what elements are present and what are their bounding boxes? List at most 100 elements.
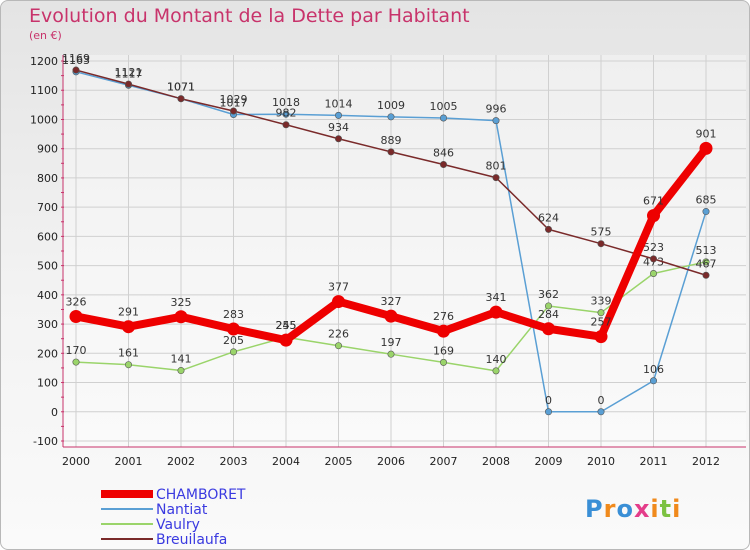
data-point-chamboret xyxy=(594,330,608,344)
data-point-breuilaufa xyxy=(649,255,657,263)
data-label-chamboret: 671 xyxy=(643,195,664,208)
data-point-chamboret xyxy=(437,324,450,338)
data-point-chamboret xyxy=(279,333,293,347)
y-tick-label: 300 xyxy=(37,318,58,331)
data-label-nantiat: 1009 xyxy=(377,99,405,112)
y-tick-label: 500 xyxy=(37,260,58,273)
x-tick-label: 2012 xyxy=(692,455,720,468)
y-tick-label: 900 xyxy=(37,143,58,156)
y-tick-label: -100 xyxy=(33,435,58,448)
data-label-nantiat: 1071 xyxy=(167,81,195,94)
data-point-breuilaufa xyxy=(230,107,238,115)
data-point-chamboret xyxy=(122,320,135,334)
data-point-vaulry xyxy=(649,270,657,278)
data-label-vaulry: 141 xyxy=(171,353,192,366)
data-point-vaulry xyxy=(177,367,185,375)
data-point-nantiat xyxy=(649,377,657,385)
legend-label-chamboret: CHAMBORET xyxy=(156,487,246,503)
data-label-nantiat: 0 xyxy=(598,394,605,407)
data-label-breuilaufa: 575 xyxy=(591,226,612,239)
data-label-nantiat: 1163 xyxy=(62,54,90,67)
chart-subtitle: (en €) xyxy=(29,29,62,42)
x-tick-label: 2004 xyxy=(272,455,300,468)
data-label-chamboret: 291 xyxy=(118,306,139,319)
data-point-breuilaufa xyxy=(282,121,290,129)
data-label-vaulry: 170 xyxy=(66,344,87,357)
data-label-vaulry: 169 xyxy=(433,344,454,357)
x-tick-label: 2001 xyxy=(115,455,143,468)
data-label-vaulry: 161 xyxy=(118,347,139,360)
data-label-chamboret: 283 xyxy=(223,308,244,321)
data-point-breuilaufa xyxy=(597,240,605,248)
y-tick-label: 600 xyxy=(37,230,58,243)
data-label-vaulry: 140 xyxy=(486,353,507,366)
y-tick-label: 800 xyxy=(37,172,58,185)
data-label-vaulry: 226 xyxy=(328,328,349,341)
data-point-breuilaufa xyxy=(125,80,133,88)
data-point-chamboret xyxy=(384,309,398,323)
data-label-breuilaufa: 934 xyxy=(328,121,349,134)
data-point-vaulry xyxy=(230,348,238,356)
data-label-breuilaufa: 1169 xyxy=(62,52,90,65)
data-point-breuilaufa xyxy=(334,135,342,143)
data-point-chamboret xyxy=(332,295,345,309)
data-label-nantiat: 1017 xyxy=(220,96,248,109)
data-label-chamboret: 377 xyxy=(328,281,349,294)
data-label-breuilaufa: 467 xyxy=(696,257,717,270)
data-point-vaulry xyxy=(387,350,395,358)
data-point-breuilaufa xyxy=(544,225,552,233)
data-label-nantiat: 0 xyxy=(545,394,552,407)
data-point-nantiat xyxy=(702,208,710,216)
data-point-breuilaufa xyxy=(492,174,500,182)
data-label-chamboret: 341 xyxy=(486,291,507,304)
data-label-chamboret: 325 xyxy=(171,296,192,309)
data-point-vaulry xyxy=(72,358,80,366)
data-label-vaulry: 205 xyxy=(223,334,244,347)
data-point-breuilaufa xyxy=(72,66,80,74)
data-label-breuilaufa: 523 xyxy=(643,241,664,254)
data-label-nantiat: 996 xyxy=(486,103,507,116)
data-label-breuilaufa: 889 xyxy=(381,134,402,147)
y-tick-label: 1200 xyxy=(30,55,58,68)
legend-label-vaulry: Vaulry xyxy=(156,517,200,533)
x-tick-label: 2011 xyxy=(640,455,668,468)
data-point-nantiat xyxy=(282,110,290,118)
data-point-nantiat xyxy=(387,113,395,121)
data-point-breuilaufa xyxy=(177,95,185,103)
y-tick-label: 1100 xyxy=(30,84,58,97)
data-label-nantiat: 685 xyxy=(696,194,717,207)
data-label-nantiat: 106 xyxy=(643,363,664,376)
data-label-breuilaufa: 801 xyxy=(486,160,507,173)
data-label-chamboret: 326 xyxy=(66,295,87,308)
y-tick-label: 0 xyxy=(51,406,58,419)
proxiti-logo: Proxiti xyxy=(585,495,682,523)
plot-area xyxy=(63,55,746,447)
data-point-vaulry xyxy=(702,258,710,266)
data-point-chamboret xyxy=(489,305,503,319)
x-tick-label: 2000 xyxy=(62,455,90,468)
data-point-vaulry xyxy=(334,342,342,350)
x-tick-label: 2008 xyxy=(482,455,510,468)
data-point-vaulry xyxy=(544,302,552,310)
y-tick-label: 200 xyxy=(37,347,58,360)
y-tick-label: 700 xyxy=(37,201,58,214)
data-label-nantiat: 1117 xyxy=(115,67,143,80)
data-point-vaulry xyxy=(125,361,133,369)
data-label-chamboret: 245 xyxy=(276,319,297,332)
data-label-breuilaufa: 846 xyxy=(433,146,454,159)
data-point-chamboret xyxy=(699,141,713,155)
data-point-vaulry xyxy=(597,309,605,317)
data-label-nantiat: 1014 xyxy=(325,97,353,110)
data-point-nantiat xyxy=(334,111,342,119)
data-label-vaulry: 255 xyxy=(276,319,297,332)
data-label-chamboret: 901 xyxy=(696,127,717,140)
chart-title: Evolution du Montant de la Dette par Hab… xyxy=(29,5,470,27)
data-label-chamboret: 276 xyxy=(433,310,454,323)
y-tick-label: 100 xyxy=(37,377,58,390)
data-label-breuilaufa: 1029 xyxy=(220,93,248,106)
data-label-nantiat: 1005 xyxy=(430,100,458,113)
x-tick-label: 2002 xyxy=(167,455,195,468)
data-point-nantiat xyxy=(492,117,500,125)
data-point-chamboret xyxy=(227,322,240,336)
x-tick-label: 2007 xyxy=(430,455,458,468)
